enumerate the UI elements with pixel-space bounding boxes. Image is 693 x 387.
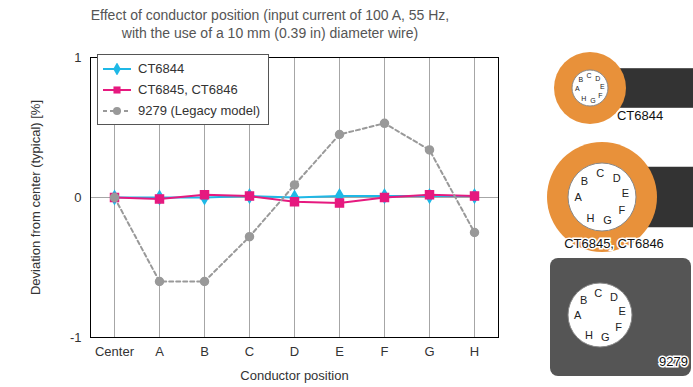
svg-text:B: B xyxy=(578,76,583,83)
svg-text:Conductor position: Conductor position xyxy=(240,368,348,383)
svg-text:F: F xyxy=(618,204,625,216)
svg-text:F: F xyxy=(615,321,622,333)
svg-text:0: 0 xyxy=(74,190,81,205)
html-text:CT6844: CT6844 xyxy=(138,61,185,76)
svg-text:E: E xyxy=(618,305,625,317)
svg-text:E: E xyxy=(600,83,605,90)
svg-text:1: 1 xyxy=(74,50,81,65)
svg-text:G: G xyxy=(603,214,612,226)
svg-text:B: B xyxy=(581,175,588,187)
svg-text:D: D xyxy=(595,75,600,82)
svg-text:H: H xyxy=(470,344,479,359)
svg-text:H: H xyxy=(585,329,593,341)
svg-text:C: C xyxy=(596,167,604,179)
svg-text:A: A xyxy=(574,309,582,321)
svg-text:E: E xyxy=(622,187,629,199)
svg-text:-1: -1 xyxy=(70,330,82,345)
svg-text:G: G xyxy=(424,344,434,359)
svg-text:9279: 9279 xyxy=(659,354,688,369)
svg-text:D: D xyxy=(290,344,299,359)
svg-text:C: C xyxy=(586,72,591,79)
svg-text:CT6844: CT6844 xyxy=(617,108,663,123)
svg-text:CT6845, CT6846: CT6845, CT6846 xyxy=(564,236,664,251)
html-text:with the use of a 10 mm (0.39: with the use of a 10 mm (0.39 in) diamet… xyxy=(121,25,419,41)
svg-text:F: F xyxy=(598,92,602,99)
svg-text:H: H xyxy=(581,95,586,102)
svg-text:G: G xyxy=(590,97,595,104)
svg-text:A: A xyxy=(575,191,583,203)
svg-text:Center: Center xyxy=(95,344,135,359)
svg-text:A: A xyxy=(155,344,164,359)
svg-text:D: D xyxy=(610,291,618,303)
svg-text:F: F xyxy=(381,344,389,359)
svg-text:B: B xyxy=(580,294,587,306)
svg-text:C: C xyxy=(245,344,254,359)
svg-text:A: A xyxy=(575,85,580,92)
svg-text:H: H xyxy=(586,212,594,224)
html-text:9279 (Legacy model): 9279 (Legacy model) xyxy=(138,103,261,118)
html-text:CT6845, CT6846: CT6845, CT6846 xyxy=(138,82,238,97)
svg-text:B: B xyxy=(200,344,209,359)
svg-text:C: C xyxy=(594,287,602,299)
svg-text:G: G xyxy=(601,331,610,343)
svg-text:D: D xyxy=(613,172,621,184)
svg-text:Deviation from center (typical: Deviation from center (typical) [%] xyxy=(28,100,43,295)
svg-text:E: E xyxy=(335,344,344,359)
html-text:Effect of conductor position (: Effect of conductor position (input curr… xyxy=(90,7,450,23)
